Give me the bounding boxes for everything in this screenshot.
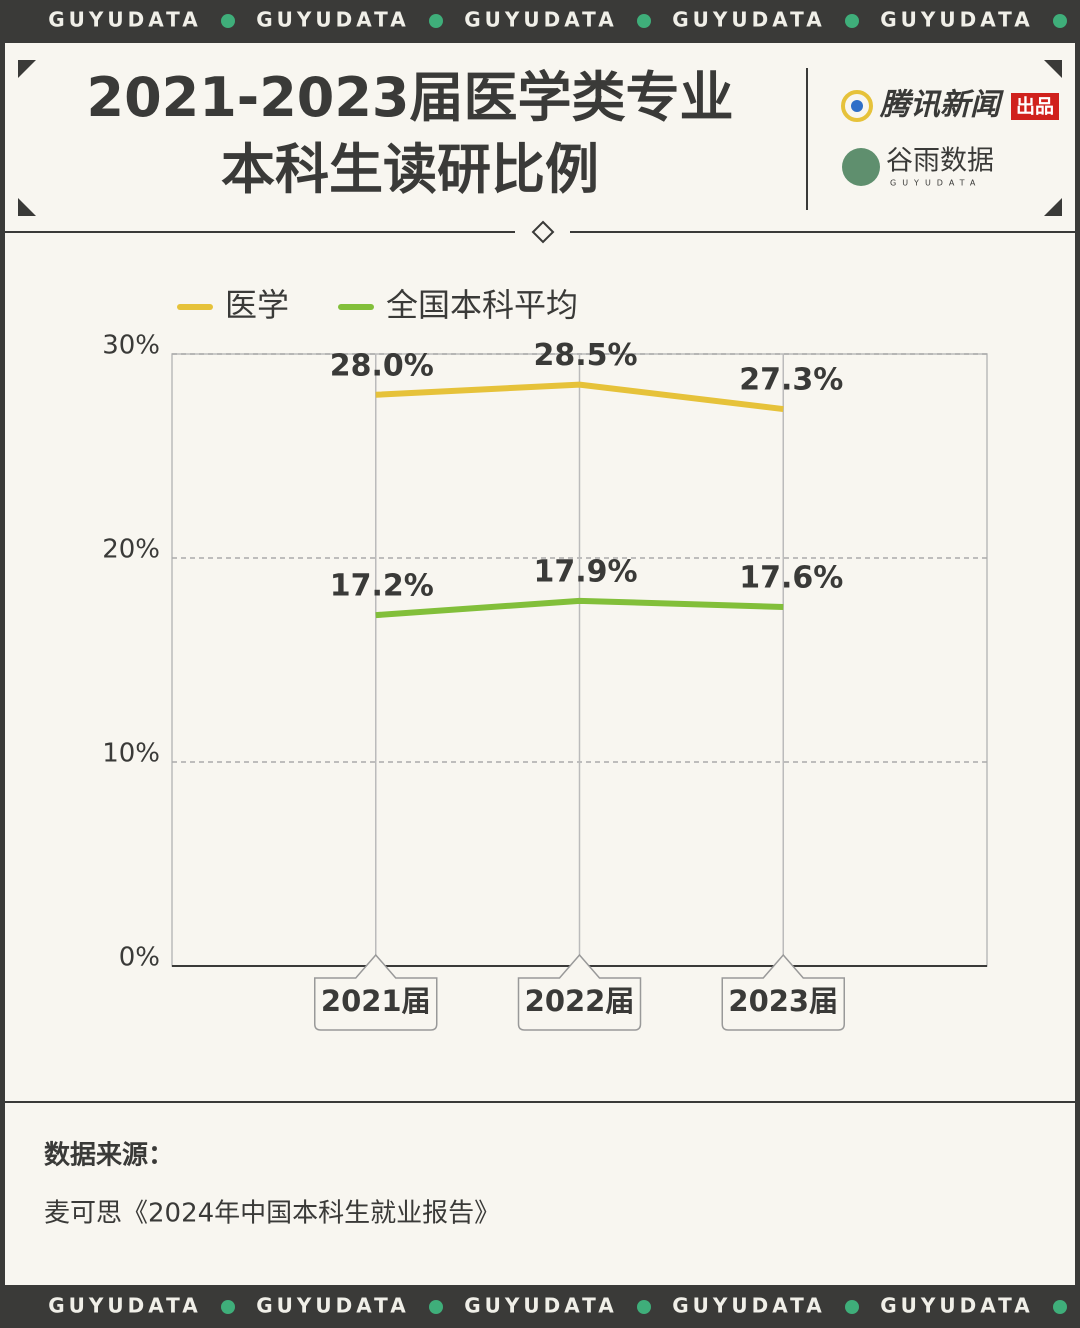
y-tick-label: 30%: [102, 331, 160, 361]
banner-text: GUYUDATA: [48, 8, 201, 32]
banner-dot: [845, 1300, 859, 1314]
x-tick-label: 2022届: [525, 984, 635, 1018]
series-line: [375, 381, 784, 413]
publisher-logo: [851, 100, 863, 112]
series-line: [375, 597, 784, 619]
source-text: 麦可思《2024年中国本科生就业报告》: [44, 1199, 500, 1229]
data-label: 17.2%: [330, 569, 434, 604]
banner-text: GUYUDATA: [672, 8, 825, 32]
studio-sub: GUYUDATA: [890, 179, 981, 188]
banner-text: GUYUDATA: [672, 1294, 825, 1318]
banner-dot: [637, 14, 651, 28]
banner-text: GUYUDATA: [256, 1294, 409, 1318]
data-label: 28.0%: [330, 348, 434, 383]
x-label-box: [721, 953, 845, 1031]
x-tick-label: 2021届: [321, 984, 431, 1018]
data-label: 28.5%: [533, 338, 637, 373]
y-tick-label: 20%: [102, 535, 160, 565]
banner-dot: [1053, 14, 1067, 28]
publisher-tag-box: [1011, 93, 1059, 120]
diamond: [531, 220, 555, 244]
x-tick-label: 2023届: [728, 984, 838, 1018]
banner-dot: [429, 14, 443, 28]
legend-label: 医学: [225, 286, 289, 324]
banner-text: GUYUDATA: [464, 8, 617, 32]
data-label: 17.9%: [533, 554, 637, 589]
banner-dot: [1053, 1300, 1067, 1314]
y-tick-label: 0%: [119, 943, 160, 973]
banner-text: GUYUDATA: [464, 1294, 617, 1318]
banner-dot: [637, 1300, 651, 1314]
banner-dot: [429, 1300, 443, 1314]
publisher: 腾讯新闻: [879, 88, 1004, 123]
legend-label: 全国本科平均: [386, 286, 578, 324]
y-tick-label: 10%: [102, 739, 160, 769]
banner-text: GUYUDATA: [880, 1294, 1033, 1318]
data-label: 17.6%: [739, 560, 843, 595]
banner-dot: [221, 1300, 235, 1314]
banner-text: GUYUDATA: [880, 8, 1033, 32]
bottom-bar: [0, 1285, 1080, 1328]
frame-left: [0, 43, 5, 1285]
banner-dot: [221, 14, 235, 28]
frame-right: [1075, 43, 1080, 1285]
studio: 谷雨数据: [886, 146, 994, 177]
top-bar: [0, 0, 1080, 43]
studio-logo: [842, 148, 880, 186]
chart-title: 2021-2023届医学类专业 本科生读研比例: [86, 66, 734, 201]
x-label-box: [517, 953, 642, 1031]
banner-text: GUYUDATA: [256, 8, 409, 32]
publisher-tag: 出品: [1016, 95, 1054, 118]
publisher-logo: [841, 90, 873, 122]
x-label-box: [314, 953, 438, 1031]
banner-text: GUYUDATA: [48, 1294, 201, 1318]
data-label: 27.3%: [739, 363, 843, 398]
source-label: 数据来源：: [44, 1141, 174, 1171]
banner-dot: [845, 14, 859, 28]
